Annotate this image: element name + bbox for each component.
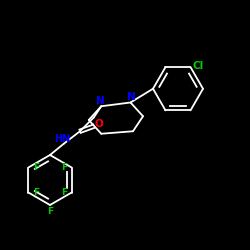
- Text: N: N: [96, 96, 104, 106]
- Text: N: N: [128, 92, 136, 102]
- Text: F: F: [61, 188, 67, 197]
- Text: HN: HN: [54, 134, 71, 144]
- Text: F: F: [47, 208, 53, 216]
- Text: Cl: Cl: [193, 61, 204, 71]
- Text: F: F: [33, 163, 39, 172]
- Text: F: F: [33, 188, 39, 197]
- Text: O: O: [95, 119, 104, 129]
- Text: F: F: [61, 163, 67, 172]
